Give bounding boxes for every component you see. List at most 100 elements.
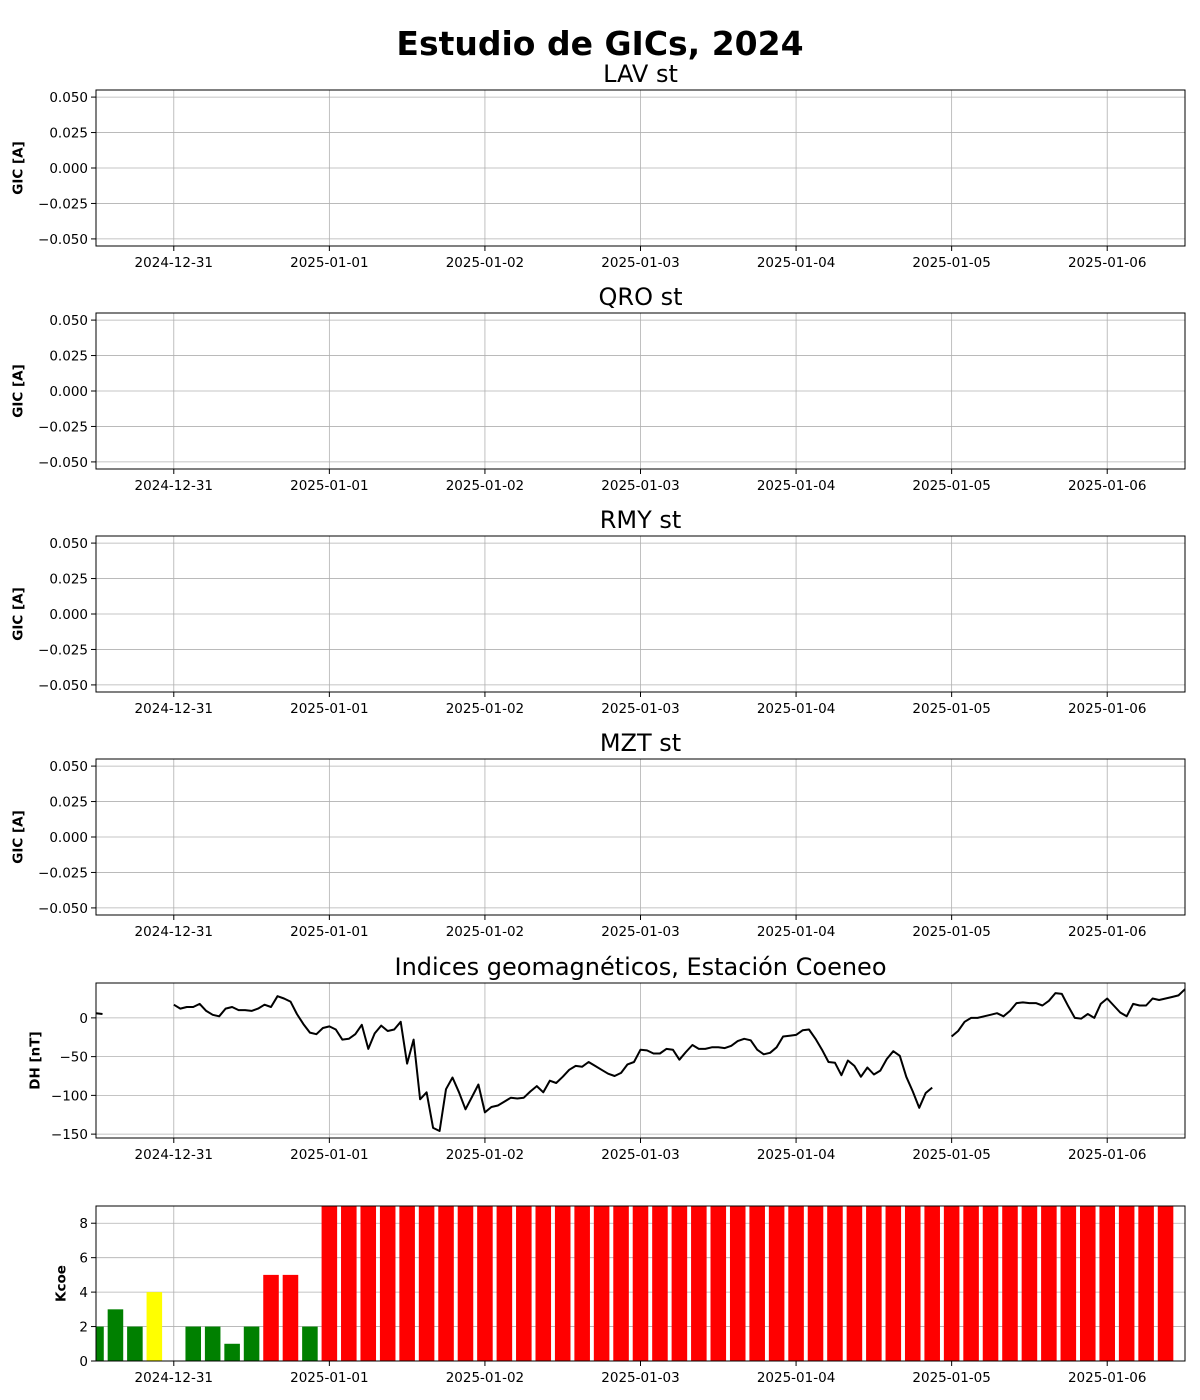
kcoe-bar — [1060, 1206, 1077, 1361]
y-tick-label: 0.025 — [49, 572, 88, 588]
x-tick-label: 2025-01-06 — [1068, 701, 1146, 717]
kcoe-bar — [457, 1206, 474, 1361]
y-tick-label: 0.025 — [49, 126, 88, 142]
x-tick-label: 2024-12-31 — [135, 478, 213, 494]
kcoe-bar — [885, 1206, 902, 1361]
kcoe-bar — [516, 1206, 532, 1361]
y-tick-label: 0.000 — [49, 161, 88, 177]
y-tick-label: 0.000 — [49, 384, 88, 400]
kcoe-bar — [1099, 1206, 1115, 1361]
x-tick-label: 2025-01-03 — [601, 255, 679, 271]
y-tick-label: −0.025 — [38, 642, 88, 658]
y-axis-label: Kcoe — [53, 1265, 69, 1302]
kcoe-bar — [224, 1343, 240, 1361]
panel-title: Indices geomagnéticos, Estación Coeneo — [394, 953, 886, 981]
kcoe-bar — [399, 1206, 415, 1361]
y-tick-label: 4 — [79, 1285, 88, 1301]
x-tick-label: 2025-01-03 — [601, 701, 679, 717]
x-tick-label: 2025-01-01 — [290, 255, 368, 271]
x-tick-label: 2025-01-04 — [757, 1370, 835, 1386]
x-tick-label: 2025-01-01 — [290, 701, 368, 717]
kcoe-bar — [418, 1206, 435, 1361]
kcoe-bar — [729, 1206, 746, 1361]
panel: RMY st 2024-12-31 2025-01-01 2025-01-02 2025… — [10, 506, 1186, 717]
x-tick-label: 2025-01-04 — [757, 701, 835, 717]
kcoe-bar — [341, 1206, 357, 1361]
x-tick-label: 2025-01-05 — [912, 478, 990, 494]
x-tick-label: 2025-01-02 — [446, 924, 524, 940]
panel: QRO st 2024-12-31 2025-01-01 2025-01-02 2025… — [10, 283, 1186, 494]
kcoe-bar — [282, 1274, 299, 1361]
panel-title: QRO st — [599, 283, 683, 311]
figure-title: Estudio de GICs, 2024 — [396, 24, 803, 63]
kcoe-bar — [963, 1206, 979, 1361]
y-tick-label: −0.025 — [38, 865, 88, 881]
kcoe-bar — [146, 1292, 163, 1361]
y-tick-label: 2 — [79, 1320, 88, 1336]
kcoe-bar — [185, 1326, 202, 1361]
x-tick-label: 2025-01-03 — [601, 1370, 679, 1386]
kcoe-bar — [107, 1309, 124, 1361]
panel: 2024-12-31 2025-01-01 2025-01-02 2025-01-03… — [53, 1205, 1186, 1386]
kcoe-bar — [1118, 1206, 1135, 1361]
x-tick-label: 2025-01-02 — [446, 1147, 524, 1163]
kcoe-bar — [127, 1326, 143, 1361]
panel: LAV st 2024-12-31 2025-01-01 2025-01-02 2025… — [10, 60, 1186, 271]
kcoe-bar — [943, 1206, 960, 1361]
y-tick-label: −0.050 — [38, 678, 88, 694]
kcoe-bar — [632, 1206, 649, 1361]
x-tick-label: 2025-01-01 — [290, 924, 368, 940]
y-tick-label: 0.050 — [49, 313, 88, 329]
x-tick-label: 2025-01-05 — [912, 1370, 990, 1386]
kcoe-bar — [96, 1326, 104, 1361]
y-tick-label: −150 — [51, 1127, 88, 1143]
y-tick-label: 0.000 — [49, 830, 88, 846]
kcoe-bar — [477, 1206, 493, 1361]
panel: Indices geomagnéticos, Estación Coeneo 20… — [28, 953, 1186, 1163]
y-tick-label: 0.050 — [49, 759, 88, 775]
x-tick-label: 2025-01-05 — [912, 1147, 990, 1163]
kcoe-bar — [982, 1206, 999, 1361]
x-tick-label: 2025-01-06 — [1068, 255, 1146, 271]
y-tick-label: 0.050 — [49, 536, 88, 552]
kcoe-bar — [379, 1206, 396, 1361]
kcoe-bar — [652, 1206, 668, 1361]
x-tick-label: 2025-01-04 — [757, 1147, 835, 1163]
x-tick-label: 2025-01-04 — [757, 255, 835, 271]
x-tick-label: 2024-12-31 — [135, 1370, 213, 1386]
x-tick-label: 2025-01-02 — [446, 255, 524, 271]
kcoe-bar — [360, 1206, 377, 1361]
y-tick-label: 0 — [79, 1011, 88, 1027]
y-tick-label: 6 — [79, 1251, 88, 1267]
y-tick-label: −0.050 — [38, 232, 88, 248]
kcoe-bar — [768, 1206, 785, 1361]
kcoe-bar — [710, 1206, 727, 1361]
kcoe-bar — [924, 1206, 940, 1361]
x-tick-label: 2025-01-06 — [1068, 924, 1146, 940]
x-tick-label: 2025-01-01 — [290, 1370, 368, 1386]
y-axis-label: GIC [A] — [10, 141, 26, 195]
kcoe-bar — [535, 1206, 552, 1361]
kcoe-bar — [904, 1206, 921, 1361]
kcoe-bar — [1157, 1206, 1174, 1361]
kcoe-bar — [496, 1206, 513, 1361]
y-tick-label: 0.000 — [49, 607, 88, 623]
x-tick-label: 2025-01-01 — [290, 1147, 368, 1163]
y-axis-label: GIC [A] — [10, 810, 26, 864]
x-tick-label: 2025-01-06 — [1068, 1370, 1146, 1386]
kcoe-bar — [243, 1326, 260, 1361]
y-tick-label: −0.025 — [38, 419, 88, 435]
x-tick-label: 2025-01-05 — [912, 924, 990, 940]
x-tick-label: 2025-01-05 — [912, 255, 990, 271]
panel-title: LAV st — [603, 60, 678, 88]
dh-line-segment — [95, 1012, 103, 1015]
x-tick-label: 2025-01-04 — [757, 478, 835, 494]
x-tick-label: 2025-01-04 — [757, 924, 835, 940]
y-tick-label: 0.025 — [49, 349, 88, 365]
kcoe-bar — [749, 1206, 765, 1361]
kcoe-bar — [1138, 1206, 1154, 1361]
kcoe-bar — [807, 1206, 824, 1361]
x-tick-label: 2025-01-05 — [912, 701, 990, 717]
kcoe-bar — [321, 1206, 338, 1361]
